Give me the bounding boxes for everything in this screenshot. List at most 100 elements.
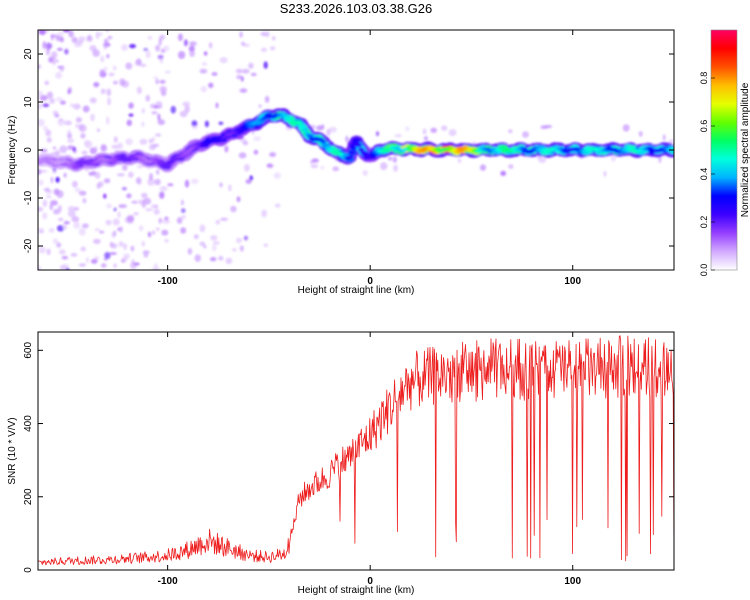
heatmap-ridge-cell	[300, 124, 307, 129]
heatmap-noise-blob	[137, 199, 143, 205]
heatmap-noise-blob	[43, 187, 51, 192]
heatmap-noise-blob	[131, 200, 138, 204]
heatmap-noise-blob	[239, 88, 248, 93]
heatmap-noise-blob	[56, 31, 64, 37]
heatmap-noise-blob	[82, 223, 89, 229]
heatmap-noise-blob	[55, 71, 63, 79]
heatmap-noise-blob	[194, 254, 201, 262]
heatmap-noise-blob	[375, 131, 380, 137]
heatmap-noise-blob	[264, 31, 270, 38]
heatmap-noise-blob	[147, 35, 153, 40]
heatmap-noise-blob	[38, 265, 41, 270]
heatmap-noise-blob	[62, 224, 68, 230]
heatmap-noise-blob	[500, 170, 507, 176]
heatmap-noise-blob	[38, 206, 44, 212]
heatmap-noise-blob	[141, 201, 147, 209]
heatmap-noise-blob	[423, 136, 428, 141]
heatmap-noise-blob	[68, 30, 74, 38]
heatmap-noise-blob	[99, 69, 105, 75]
heatmap-noise-blob	[238, 152, 247, 159]
heatmap-noise-blob	[121, 187, 127, 191]
heatmap-noise-blob	[79, 190, 87, 196]
heatmap-noise-blob	[141, 192, 148, 199]
heatmap-noise-blob	[107, 97, 111, 106]
heatmap-noise-blob	[85, 257, 89, 264]
snr-x-axis-label: Height of straight line (km)	[298, 585, 415, 596]
heatmap-noise-blob	[52, 146, 57, 150]
heatmap-noise-blob	[448, 129, 457, 137]
heatmap-noise-blob	[183, 39, 188, 47]
snr-y-axis-label: SNR (10 * V/V)	[7, 417, 18, 484]
heatmap-noise-blob	[42, 103, 50, 108]
heatmap-noise-blob	[105, 219, 112, 226]
heatmap-noise-blob	[141, 240, 145, 247]
heatmap-noise-blob	[38, 64, 42, 69]
colorbar-tick-label: 0.6	[699, 120, 709, 133]
heatmap-x-axis-label: Height of straight line (km)	[298, 285, 415, 296]
heatmap-noise-blob	[118, 241, 124, 247]
heatmap-noise-blob	[56, 225, 65, 232]
heatmap-noise-blob	[64, 48, 69, 55]
heatmap-noise-blob	[219, 57, 228, 64]
colorbar-tick-label: 0.2	[699, 216, 709, 229]
heatmap-noise-blob	[610, 155, 616, 162]
heatmap-noise-blob	[199, 224, 206, 233]
heatmap-noise-blob	[148, 138, 154, 144]
heatmap-noise-blob	[76, 39, 84, 45]
heatmap-ridge-layer	[38, 108, 674, 173]
heatmap-noise-blob	[145, 94, 151, 102]
heatmap-ridge-group	[38, 108, 674, 173]
heatmap-noise-blob	[261, 209, 267, 218]
heatmap-noise-blob	[107, 35, 113, 40]
colorbar-tick-label: 0.0	[699, 264, 709, 277]
heatmap-noise-blob	[212, 244, 217, 252]
heatmap-noise-blob	[72, 146, 76, 153]
heatmap-noise-blob	[126, 119, 133, 127]
heatmap-noise-blob	[184, 105, 190, 114]
heatmap-noise-blob	[56, 242, 62, 248]
snr-y-tick-label: 200	[23, 488, 34, 505]
heatmap-noise-blob	[155, 44, 161, 52]
heatmap-noise-blob	[157, 119, 165, 126]
heatmap-noise-blob	[122, 164, 128, 171]
heatmap-noise-blob	[44, 80, 50, 86]
heatmap-noise-blob	[112, 218, 120, 226]
heatmap-noise-blob	[58, 217, 64, 222]
heatmap-noise-blob	[67, 138, 75, 143]
heatmap-noise-blob	[242, 68, 250, 74]
heatmap-noise-blob	[430, 127, 438, 133]
heatmap-noise-blob	[72, 180, 78, 188]
heatmap-noise-blob	[152, 143, 160, 148]
heatmap-noise-blob	[218, 255, 224, 261]
heatmap-y-tick-label: 20	[23, 48, 34, 60]
heatmap-noise-blob	[311, 158, 319, 163]
heatmap-noise-blob	[97, 181, 104, 188]
heatmap-noise-blob	[176, 217, 183, 224]
heatmap-noise-blob	[159, 86, 167, 92]
heatmap-noise-blob	[266, 163, 273, 168]
heatmap-noise-blob	[109, 252, 117, 255]
heatmap-noise-blob	[199, 241, 206, 246]
heatmap-noise-blob	[215, 219, 221, 225]
heatmap-noise-blob	[74, 207, 80, 211]
heatmap-ridge-cell	[164, 164, 171, 168]
heatmap-noise-blob	[261, 47, 267, 53]
heatmap-noise-blob	[38, 90, 44, 97]
heatmap-noise-blob	[67, 129, 72, 138]
heatmap-noise-blob	[105, 30, 109, 32]
heatmap-noise-blob	[113, 230, 117, 237]
heatmap-noise-blob	[274, 203, 281, 208]
heatmap-noise-blob	[55, 97, 63, 102]
heatmap-noise-blob	[362, 170, 368, 176]
heatmap-noise-blob	[242, 141, 249, 146]
heatmap-noise-blob	[87, 34, 92, 41]
heatmap-noise-blob	[245, 179, 252, 184]
heatmap-noise-blob	[103, 44, 107, 50]
heatmap-noise-blob	[188, 45, 195, 52]
colorbar-tick-label: 0.4	[699, 168, 709, 181]
heatmap-noise-blob	[393, 164, 399, 172]
heatmap-ridge-cell	[355, 143, 362, 148]
heatmap-noise-blob	[64, 120, 72, 126]
